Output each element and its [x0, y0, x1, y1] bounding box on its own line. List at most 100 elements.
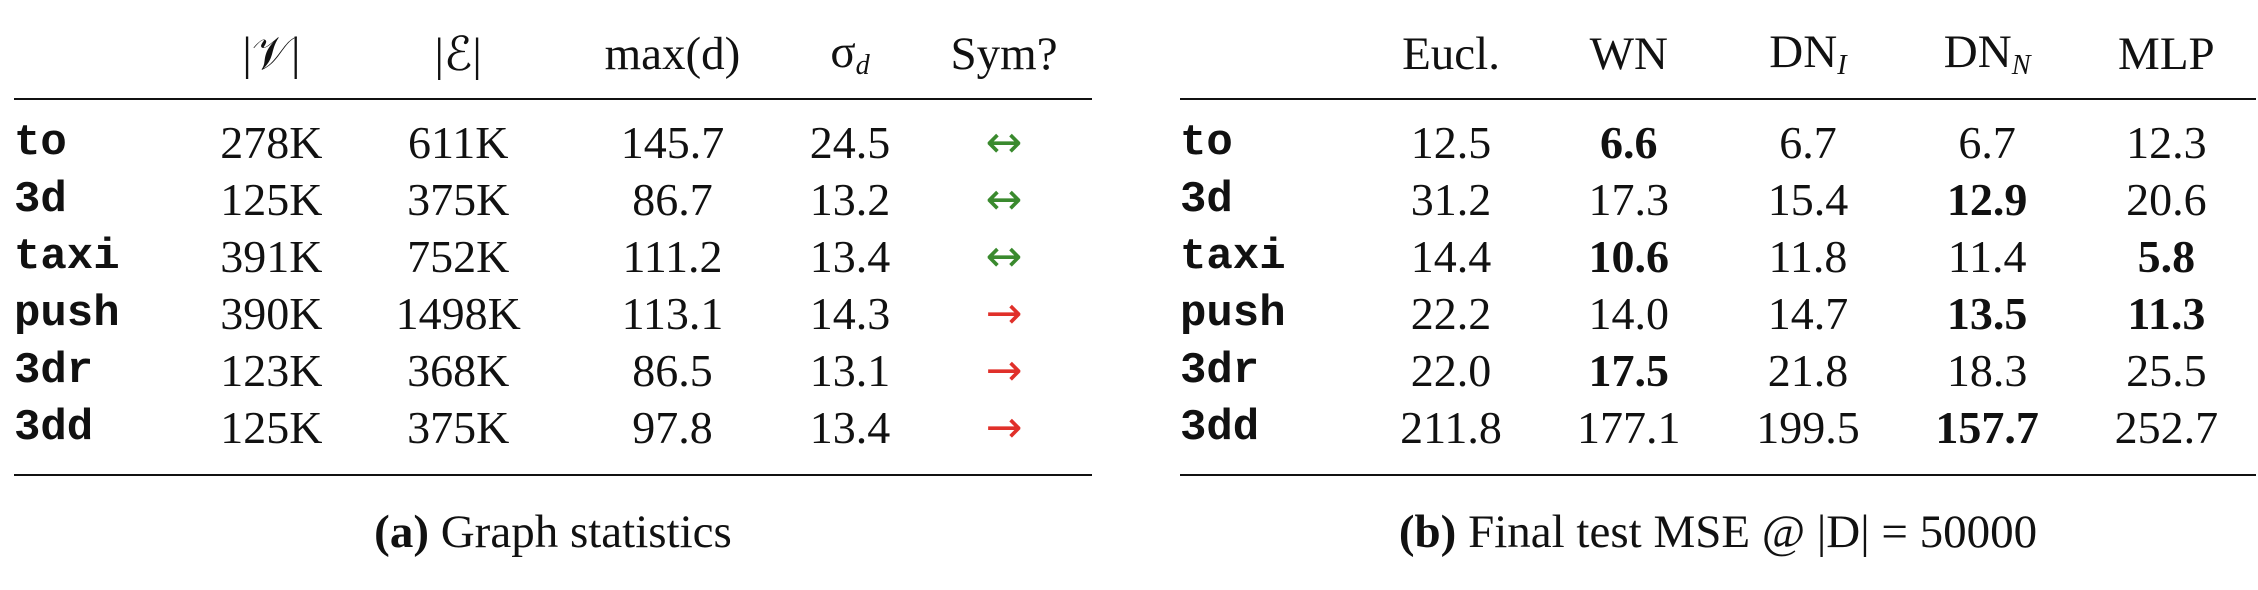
- table-cell: 14.3: [809, 288, 891, 339]
- best-value-cell: 11.3: [2127, 288, 2206, 339]
- table-cell: 13.4: [809, 231, 891, 282]
- row-label: 3dd: [1180, 402, 1260, 453]
- table-row: to 278K 611K 145.7 24.5 ↔: [14, 99, 1092, 171]
- column-header-edges-label: |ℰ|: [434, 28, 482, 81]
- table-cell: 6.7: [1958, 117, 2016, 168]
- table-cell: 123K: [220, 345, 323, 396]
- table-row: to 12.5 6.6 6.7 6.7 12.3: [1180, 99, 2256, 171]
- row-label: push: [14, 288, 120, 339]
- table-cell: 391K: [220, 231, 323, 282]
- column-header-sigma-subscript: d: [855, 50, 870, 82]
- column-header-sigma: σd: [783, 0, 917, 100]
- table-row: 3dr 123K 368K 86.5 13.1 →: [14, 342, 1092, 399]
- symmetric-arrow-icon: ↔: [985, 231, 1023, 282]
- column-header-dnn: DNN: [1897, 0, 2077, 100]
- table-cell: 375K: [407, 402, 510, 453]
- directed-arrow-icon: →: [985, 402, 1023, 453]
- table-cell: 1498K: [395, 288, 521, 339]
- table-cell: 14.0: [1588, 288, 1669, 339]
- table-cell: 125K: [220, 174, 323, 225]
- table-cell: 6.7: [1779, 117, 1837, 168]
- table-cell: 13.2: [809, 174, 891, 225]
- column-header-sym-label: Sym?: [950, 28, 1058, 80]
- table-cell: 252.7: [2114, 402, 2219, 453]
- column-header-vertices-label: |𝒱|: [242, 27, 301, 80]
- table-cell: 86.5: [632, 345, 713, 396]
- row-label: 3dr: [1180, 345, 1260, 396]
- table-cell: 12.3: [2126, 117, 2207, 168]
- table-cell: 12.5: [1410, 117, 1492, 168]
- table-cell: 14.4: [1410, 231, 1492, 282]
- row-label: taxi: [14, 231, 120, 282]
- table-row: 3d 31.2 17.3 15.4 12.9 20.6: [1180, 171, 2256, 228]
- table-row: 3dr 22.0 17.5 21.8 18.3 25.5: [1180, 342, 2256, 399]
- row-label: 3dd: [14, 402, 94, 453]
- table-cell: 125K: [220, 402, 323, 453]
- caption-a-label: (a): [374, 506, 429, 558]
- table-cell: 17.3: [1588, 174, 1669, 225]
- table-cell: 111.2: [622, 231, 723, 282]
- table-cell: 752K: [407, 231, 510, 282]
- table-cell: 11.4: [1947, 231, 2027, 282]
- caption-b-text: Final test MSE @ |D| = 50000: [1468, 506, 2038, 558]
- table-cell: 375K: [407, 174, 510, 225]
- table-row: 3d 125K 375K 86.7 13.2 ↔: [14, 171, 1092, 228]
- column-header-wn-label: WN: [1589, 28, 1668, 80]
- table-cell: 211.8: [1400, 402, 1502, 453]
- symmetric-arrow-icon: ↔: [985, 117, 1023, 168]
- table-header-row: |𝒱| |ℰ| max(d) σd Sym?: [14, 0, 1092, 100]
- table-cell: 11.8: [1768, 231, 1848, 282]
- table-cell: 368K: [407, 345, 510, 396]
- table-cell: 25.5: [2126, 345, 2207, 396]
- directed-arrow-icon: →: [985, 345, 1023, 396]
- column-header-maxd: max(d): [561, 0, 784, 100]
- table-cell: 15.4: [1767, 174, 1849, 225]
- column-header-blank: [1180, 0, 1363, 100]
- table-row: push 390K 1498K 113.1 14.3 →: [14, 285, 1092, 342]
- column-header-sigma-label: σ: [830, 26, 856, 79]
- table-cell: 611K: [407, 117, 509, 168]
- best-value-cell: 10.6: [1588, 231, 1669, 282]
- table-cell: 14.7: [1767, 288, 1849, 339]
- column-header-dni: DNI: [1718, 0, 1898, 100]
- table-cell: 113.1: [621, 288, 724, 339]
- caption-b: (b) Final test MSE @ |D| = 50000: [1180, 505, 2256, 559]
- symmetric-arrow-icon: ↔: [985, 174, 1023, 225]
- graph-statistics-table: |𝒱| |ℰ| max(d) σd Sym? to 278K 611K 145.7 24.5 ↔ 3…: [14, 0, 1092, 476]
- table-cell: 97.8: [632, 402, 713, 453]
- table-cell: 13.1: [809, 345, 891, 396]
- column-header-dni-subscript: I: [1837, 50, 1847, 82]
- column-header-dnn-label: DN: [1943, 26, 2012, 79]
- best-value-cell: 157.7: [1935, 402, 2039, 453]
- graph-statistics-panel: |𝒱| |ℰ| max(d) σd Sym? to 278K 611K 145.7 24.5 ↔ 3…: [14, 0, 1092, 476]
- table-header-row: Eucl. WN DNI DNN MLP: [1180, 0, 2256, 100]
- table-cell: 13.4: [809, 402, 891, 453]
- table-cell: 31.2: [1410, 174, 1492, 225]
- caption-a: (a) Graph statistics: [14, 505, 1092, 559]
- table-cell: 199.5: [1756, 402, 1860, 453]
- table-cell: 22.2: [1410, 288, 1492, 339]
- caption-b-label: (b): [1398, 506, 1457, 558]
- best-value-cell: 5.8: [2137, 231, 2196, 282]
- column-header-sym: Sym?: [916, 0, 1092, 100]
- best-value-cell: 13.5: [1946, 288, 2028, 339]
- table-cell: 20.6: [2126, 174, 2207, 225]
- best-value-cell: 6.6: [1599, 117, 1658, 168]
- table-cell: 86.7: [632, 174, 713, 225]
- row-label: 3dr: [14, 345, 94, 396]
- table-cell: 177.1: [1576, 402, 1681, 453]
- table-cell: 278K: [220, 117, 323, 168]
- table-cell: 21.8: [1767, 345, 1849, 396]
- column-header-maxd-label: max(d): [604, 28, 741, 80]
- table-row: 3dd 211.8 177.1 199.5 157.7 252.7: [1180, 399, 2256, 475]
- table-cell: 22.0: [1410, 345, 1492, 396]
- final-test-mse-table: Eucl. WN DNI DNN MLP to 12.5 6.6 6.7 6.7 12.3 3d 31…: [1180, 0, 2256, 476]
- column-header-wn: WN: [1539, 0, 1719, 100]
- row-label: push: [1180, 288, 1286, 339]
- best-value-cell: 12.9: [1946, 174, 2028, 225]
- row-label: to: [1180, 117, 1233, 168]
- table-row: 3dd 125K 375K 97.8 13.4 →: [14, 399, 1092, 475]
- caption-a-text: Graph statistics: [440, 506, 732, 558]
- column-header-eucl: Eucl.: [1362, 0, 1540, 100]
- table-row: push 22.2 14.0 14.7 13.5 11.3: [1180, 285, 2256, 342]
